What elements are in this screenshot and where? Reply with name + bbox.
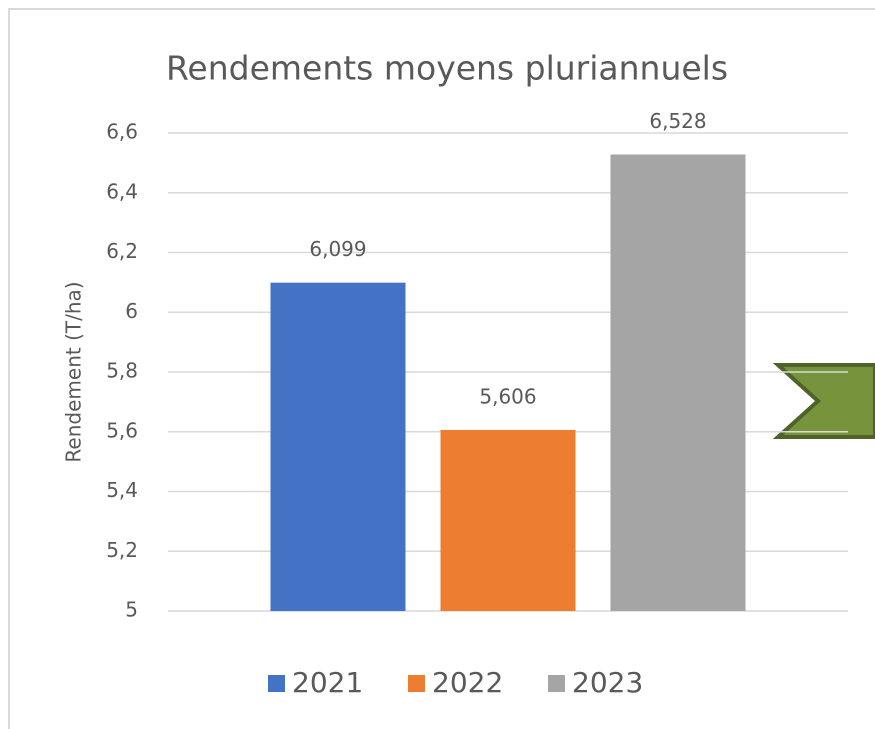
y-tick-label: 5,2	[106, 538, 138, 562]
y-tick-label: 5	[125, 598, 138, 622]
bar	[440, 429, 576, 611]
arrow-shape	[772, 363, 875, 439]
legend-label: 2021	[292, 666, 363, 699]
y-tick-label: 6,6	[106, 120, 138, 144]
y-tick-label: 5,6	[106, 418, 138, 442]
legend-swatch	[408, 675, 425, 692]
y-tick-label: 6,2	[106, 239, 138, 263]
y-tick-label: 5,4	[106, 478, 138, 502]
legend-swatch	[268, 675, 285, 692]
chart-title: Rendements moyens pluriannuels	[166, 49, 728, 88]
y-tick-label: 6,4	[106, 179, 138, 203]
data-label: 6,099	[309, 237, 366, 261]
bar	[610, 154, 746, 611]
data-label: 5,606	[479, 384, 536, 408]
legend-label: 2022	[432, 666, 503, 699]
y-tick-label: 5,8	[106, 359, 138, 383]
bar	[270, 282, 406, 611]
y-axis-label: Rendement (T/ha)	[62, 281, 86, 462]
legend-swatch	[548, 675, 565, 692]
data-label: 6,528	[649, 109, 706, 133]
y-tick-label: 6	[125, 299, 138, 323]
legend-label: 2023	[572, 666, 643, 699]
